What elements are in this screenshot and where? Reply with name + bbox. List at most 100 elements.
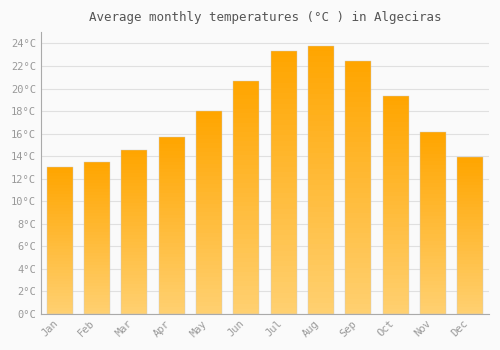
Bar: [382, 209, 408, 214]
Bar: [345, 303, 372, 309]
Bar: [457, 173, 483, 176]
Bar: [158, 261, 184, 264]
Bar: [196, 245, 222, 249]
Bar: [84, 253, 110, 256]
Bar: [46, 229, 72, 232]
Bar: [196, 196, 222, 200]
Bar: [158, 211, 184, 215]
Bar: [84, 229, 110, 232]
Bar: [457, 286, 483, 289]
Bar: [84, 244, 110, 247]
Bar: [345, 193, 372, 198]
Bar: [84, 304, 110, 308]
Bar: [457, 182, 483, 186]
Bar: [345, 173, 372, 177]
Bar: [457, 273, 483, 276]
Bar: [270, 230, 296, 235]
Bar: [345, 147, 372, 152]
Bar: [345, 228, 372, 233]
Bar: [46, 194, 72, 197]
Bar: [382, 270, 408, 275]
Bar: [270, 282, 296, 287]
Bar: [382, 296, 408, 301]
Bar: [270, 156, 296, 162]
Bar: [420, 223, 446, 227]
Bar: [84, 204, 110, 207]
Bar: [308, 56, 334, 62]
Bar: [270, 83, 296, 88]
Bar: [84, 271, 110, 274]
Bar: [457, 282, 483, 286]
Bar: [345, 62, 372, 66]
Bar: [233, 272, 260, 276]
Bar: [233, 300, 260, 304]
Bar: [382, 131, 408, 135]
Bar: [233, 141, 260, 146]
Bar: [158, 268, 184, 271]
Bar: [158, 208, 184, 211]
Bar: [233, 234, 260, 239]
Bar: [158, 179, 184, 183]
Bar: [308, 308, 334, 314]
Bar: [158, 254, 184, 257]
Bar: [420, 303, 446, 307]
Bar: [308, 292, 334, 298]
Bar: [308, 190, 334, 196]
Bar: [233, 146, 260, 150]
Bar: [457, 157, 483, 160]
Bar: [84, 162, 110, 314]
Bar: [308, 174, 334, 180]
Bar: [420, 285, 446, 288]
Bar: [308, 137, 334, 142]
Bar: [46, 238, 72, 240]
Bar: [308, 46, 334, 314]
Bar: [121, 261, 148, 265]
Bar: [345, 177, 372, 183]
Bar: [196, 204, 222, 208]
Bar: [382, 96, 408, 101]
Bar: [196, 188, 222, 192]
Bar: [270, 72, 296, 78]
Bar: [196, 152, 222, 156]
Bar: [457, 276, 483, 279]
Bar: [457, 239, 483, 242]
Bar: [270, 130, 296, 135]
Bar: [420, 299, 446, 303]
Bar: [457, 279, 483, 282]
Bar: [308, 148, 334, 153]
Bar: [457, 310, 483, 314]
Bar: [84, 210, 110, 214]
Bar: [46, 232, 72, 235]
Bar: [46, 258, 72, 261]
Bar: [308, 180, 334, 185]
Bar: [84, 183, 110, 186]
Bar: [308, 217, 334, 223]
Bar: [196, 310, 222, 314]
Bar: [46, 255, 72, 258]
Bar: [196, 216, 222, 221]
Bar: [196, 289, 222, 293]
Bar: [270, 240, 296, 245]
Bar: [457, 254, 483, 257]
Bar: [270, 277, 296, 282]
Bar: [382, 192, 408, 196]
Bar: [158, 215, 184, 218]
Bar: [233, 258, 260, 262]
Bar: [457, 226, 483, 229]
Bar: [308, 46, 334, 51]
Bar: [420, 270, 446, 274]
Bar: [121, 288, 148, 291]
Bar: [46, 214, 72, 217]
Bar: [420, 183, 446, 187]
Bar: [457, 264, 483, 267]
Bar: [233, 136, 260, 141]
Bar: [84, 189, 110, 192]
Bar: [382, 231, 408, 236]
Bar: [84, 308, 110, 311]
Bar: [84, 168, 110, 171]
Bar: [84, 247, 110, 250]
Bar: [233, 197, 260, 202]
Bar: [270, 78, 296, 83]
Bar: [121, 235, 148, 239]
Bar: [382, 205, 408, 209]
